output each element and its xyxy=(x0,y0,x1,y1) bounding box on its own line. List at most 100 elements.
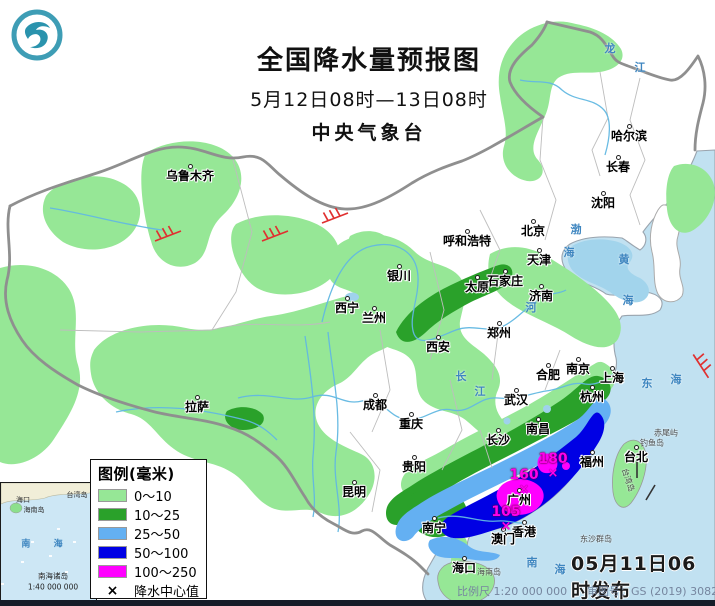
water-label: 渤 xyxy=(570,223,582,236)
water-label: 河 xyxy=(525,301,537,314)
city-label: 南宁 xyxy=(422,516,446,534)
city-label: 西宁 xyxy=(335,296,359,314)
water-label: 海 xyxy=(554,563,566,576)
legend-row: 100～250 xyxy=(98,562,201,581)
city-marker-icon xyxy=(464,229,470,234)
legend-color-swatch xyxy=(98,489,127,502)
island-label: 东沙群岛 xyxy=(580,534,612,544)
city-name: 澳门 xyxy=(490,532,516,546)
city-name: 银川 xyxy=(386,269,412,283)
city-label: 台北 xyxy=(624,445,648,463)
inset-islands-label: 南海诸岛 xyxy=(38,571,68,581)
water-label: 长 xyxy=(455,370,467,383)
city-name: 兰州 xyxy=(361,311,387,325)
city-label: 海口 xyxy=(452,556,476,574)
bottom-border-strip xyxy=(0,600,715,606)
center-marker-label: 降水中心值 xyxy=(134,585,200,600)
legend-range-label: 50～100 xyxy=(134,547,189,562)
precip-center-x-icon: × xyxy=(547,465,559,481)
center-marker-symbol: × xyxy=(106,582,119,599)
south-china-sea-inset: 海口 海南岛 台湾岛 南 海 南海诸岛 1:40 000 000 xyxy=(0,482,97,601)
city-label: 兰州 xyxy=(362,306,386,324)
city-marker-icon xyxy=(538,284,544,289)
city-name: 乌鲁木齐 xyxy=(165,169,215,183)
city-label: 福州 xyxy=(580,450,604,468)
city-label: 重庆 xyxy=(399,412,423,430)
city-label: 长春 xyxy=(606,155,630,173)
city-marker-icon xyxy=(372,393,378,398)
bohai-sea xyxy=(567,239,649,303)
city-name: 天津 xyxy=(526,253,552,267)
city-marker-icon xyxy=(431,516,437,521)
city-label: 太原 xyxy=(465,275,489,293)
city-label: 香港 xyxy=(512,520,536,538)
city-marker-icon xyxy=(600,191,606,196)
city-name: 合肥 xyxy=(535,368,561,382)
map-subtitle: 5月12日08时—13日08时 xyxy=(250,89,488,111)
water-label: 江 xyxy=(474,385,486,398)
city-name: 成都 xyxy=(362,398,388,412)
inset-taiwan-label: 台湾岛 xyxy=(66,491,88,499)
precip-center: 180 × xyxy=(538,452,567,480)
city-name: 广州 xyxy=(506,493,532,507)
city-label: 银川 xyxy=(387,264,411,282)
city-label: 西安 xyxy=(426,335,450,353)
release-timestamp: 05月11日06时发布 xyxy=(571,553,697,602)
precip-center-x-icon: × xyxy=(500,518,512,534)
city-label: 南昌 xyxy=(526,417,550,435)
legend-range-label: 100～250 xyxy=(134,566,197,581)
city-name: 长沙 xyxy=(485,433,511,447)
water-label: 黄 xyxy=(618,253,630,266)
city-label: 呼和浩特 xyxy=(443,229,491,247)
precip-0-10-layer xyxy=(0,21,715,576)
city-name: 哈尔滨 xyxy=(610,129,648,143)
legend-center-row: × 降水中心值 xyxy=(98,581,201,601)
city-label: 北京 xyxy=(521,219,545,237)
city-name: 海口 xyxy=(451,561,477,575)
precip-center: 105 × xyxy=(491,505,520,533)
taiwan-island xyxy=(612,439,647,508)
city-marker-icon xyxy=(513,388,519,393)
city-marker-icon xyxy=(371,306,377,311)
boundary-ticks xyxy=(636,461,656,501)
city-name: 上海 xyxy=(599,371,625,385)
city-marker-icon xyxy=(615,155,621,160)
city-label: 广州 xyxy=(507,488,531,506)
city-marker-icon xyxy=(474,275,480,280)
legend-box: 图例(毫米) 0～10 10～25 25～50 50～100 100～250 ×… xyxy=(90,459,207,601)
city-marker-icon xyxy=(435,335,441,340)
water-label: 海 xyxy=(670,373,682,386)
island-label: 海南岛 xyxy=(477,567,501,577)
city-name: 济南 xyxy=(528,289,554,303)
legend-color-swatch xyxy=(98,546,127,559)
city-marker-icon xyxy=(536,248,542,253)
city-marker-icon xyxy=(535,417,541,422)
city-name: 北京 xyxy=(520,224,546,238)
city-marker-icon xyxy=(545,363,551,368)
city-name: 西安 xyxy=(425,340,451,354)
city-marker-icon xyxy=(396,264,402,269)
city-name: 南宁 xyxy=(421,521,447,535)
city-name: 福州 xyxy=(579,455,605,469)
city-label: 哈尔滨 xyxy=(611,124,647,142)
map-title: 全国降水量预报图 xyxy=(256,46,481,76)
national-border xyxy=(4,20,707,576)
map-scale-text: 比例尺 1:20 000 000 xyxy=(457,585,568,598)
city-marker-icon xyxy=(516,488,522,493)
city-label: 沈阳 xyxy=(591,191,615,209)
rivers xyxy=(49,79,614,533)
island-label: 钓鱼岛 xyxy=(640,438,664,448)
korea-landmass xyxy=(649,204,684,303)
city-label: 澳门 xyxy=(491,527,515,545)
city-marker-icon xyxy=(194,395,200,400)
city-label: 石家庄 xyxy=(487,269,523,287)
city-label: 郑州 xyxy=(487,321,511,339)
city-name: 西宁 xyxy=(334,301,360,315)
city-name: 杭州 xyxy=(579,390,605,404)
city-marker-icon xyxy=(589,385,595,390)
city-name: 石家庄 xyxy=(486,274,524,288)
city-label: 济南 xyxy=(529,284,553,302)
legend-row: 10～25 xyxy=(98,505,201,524)
city-label: 杭州 xyxy=(580,385,604,403)
